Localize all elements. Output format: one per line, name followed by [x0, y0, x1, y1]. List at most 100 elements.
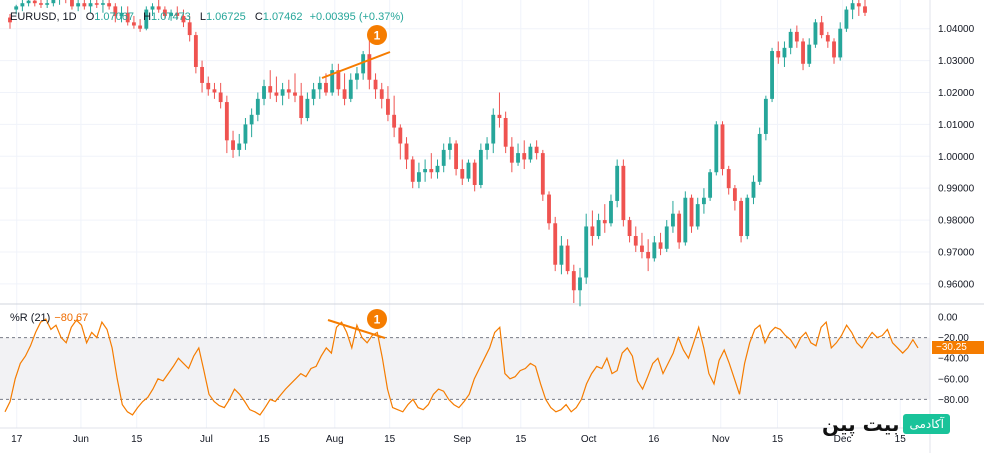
candle-body: [293, 92, 297, 96]
watermark-logo: بیت پین آکادمی: [822, 411, 950, 437]
candle-body: [243, 124, 248, 144]
candle-body: [82, 3, 87, 7]
price-trendline-annotation: [321, 51, 391, 79]
indicator-axis-tick-label: −60.00: [938, 374, 969, 385]
candle-body: [782, 47, 787, 58]
candle-body: [187, 22, 192, 36]
time-axis-tick-label: Jul: [200, 434, 213, 445]
candle-body: [652, 242, 657, 259]
candle-body: [14, 6, 19, 10]
open-value: 1.07067: [94, 11, 135, 23]
candle-body: [355, 73, 359, 80]
candle-body: [763, 98, 768, 134]
candle-body: [683, 197, 688, 243]
candle-body: [181, 15, 186, 23]
candle-body: [590, 226, 595, 237]
candle-body: [125, 12, 130, 23]
candle-body: [175, 12, 180, 16]
candle-body: [856, 3, 861, 7]
price-axis-tick-label: 1.02000: [938, 88, 975, 99]
low-value: 1.06725: [205, 11, 246, 23]
candle-body: [813, 22, 818, 45]
high-value: 1.07473: [151, 11, 191, 23]
close-label: C: [254, 11, 263, 23]
indicator-value: −80.67: [54, 312, 89, 324]
candle-body: [578, 277, 582, 291]
candle-body: [144, 9, 149, 29]
candle-body: [45, 3, 50, 5]
candle-body: [88, 3, 93, 7]
candle-body: [76, 3, 81, 7]
close-value: 1.07462: [262, 11, 303, 23]
candle-body: [416, 172, 421, 182]
price-axis-tick-label: 0.97000: [938, 247, 975, 258]
candle-body: [150, 6, 155, 10]
candle-body: [367, 54, 372, 80]
candle-body: [472, 162, 477, 185]
candle-body: [745, 197, 750, 237]
indicator-axis-tick-label: 0.00: [938, 313, 958, 324]
indicator-trendline-annotation: [327, 319, 386, 339]
candle-body: [720, 124, 725, 170]
candle-body: [70, 0, 74, 7]
candle-body: [553, 223, 558, 265]
time-axis-tick-label: 17: [11, 434, 23, 445]
candle-body: [776, 51, 781, 58]
candle-body: [119, 12, 124, 16]
price-axis-tick-label: 1.00000: [938, 152, 975, 163]
candle-body: [255, 98, 260, 115]
candle-body: [231, 140, 235, 150]
candle-body: [819, 22, 824, 36]
candle-body: [218, 92, 223, 103]
candle-body: [633, 236, 638, 246]
candle-body: [621, 165, 626, 221]
candle-body: [324, 82, 328, 93]
candle-body: [131, 22, 136, 26]
indicator-last-value-tag: −30.25: [932, 341, 984, 354]
candle-body: [460, 169, 465, 179]
watermark-name: بیت پین: [822, 412, 900, 436]
candle-body: [237, 143, 242, 150]
time-axis-tick-label: 15: [895, 434, 907, 445]
annotation-marker-indicator: [367, 309, 387, 329]
candle-body: [51, 0, 56, 4]
time-axis-tick-label: Dec: [834, 434, 852, 445]
williams-r-line: [4, 318, 919, 416]
candle-body: [404, 143, 409, 160]
candle-body: [113, 6, 118, 16]
candle-body: [689, 197, 694, 227]
candle-body: [801, 41, 805, 64]
indicator-axis-tick-label: −80.00: [938, 395, 969, 406]
candle-body: [658, 242, 663, 249]
candle-body: [757, 133, 762, 182]
candle-body: [559, 245, 564, 265]
candle-body: [330, 70, 335, 93]
chart-header: EURUSD, 1D O1.07067 H1.07473 L1.06725 C1…: [10, 11, 404, 23]
candle-body: [825, 35, 830, 42]
candle-body: [249, 114, 254, 125]
candle-body: [596, 220, 601, 237]
indicator-band: [0, 337, 930, 400]
candle-body: [274, 92, 279, 96]
indicator-label: %R (21): [10, 312, 51, 324]
candle-body: [794, 31, 799, 42]
time-axis-tick-label: Oct: [581, 434, 597, 445]
candle-body: [844, 9, 849, 29]
time-axis-tick-label: Nov: [712, 434, 730, 445]
candle-body: [838, 28, 843, 58]
candle-body: [280, 89, 285, 96]
low-label: L: [199, 11, 206, 23]
time-axis-tick-label: 15: [131, 434, 143, 445]
high-label: H: [143, 11, 152, 23]
candle-body: [466, 162, 471, 179]
candle-body: [509, 146, 514, 163]
candle-body: [664, 226, 669, 249]
candle-body: [547, 194, 551, 224]
candle-body: [695, 204, 700, 227]
candle-body: [20, 3, 25, 7]
candle-body: [739, 200, 744, 237]
candle-body: [212, 89, 217, 93]
price-axis-tick-label: 0.98000: [938, 216, 975, 227]
